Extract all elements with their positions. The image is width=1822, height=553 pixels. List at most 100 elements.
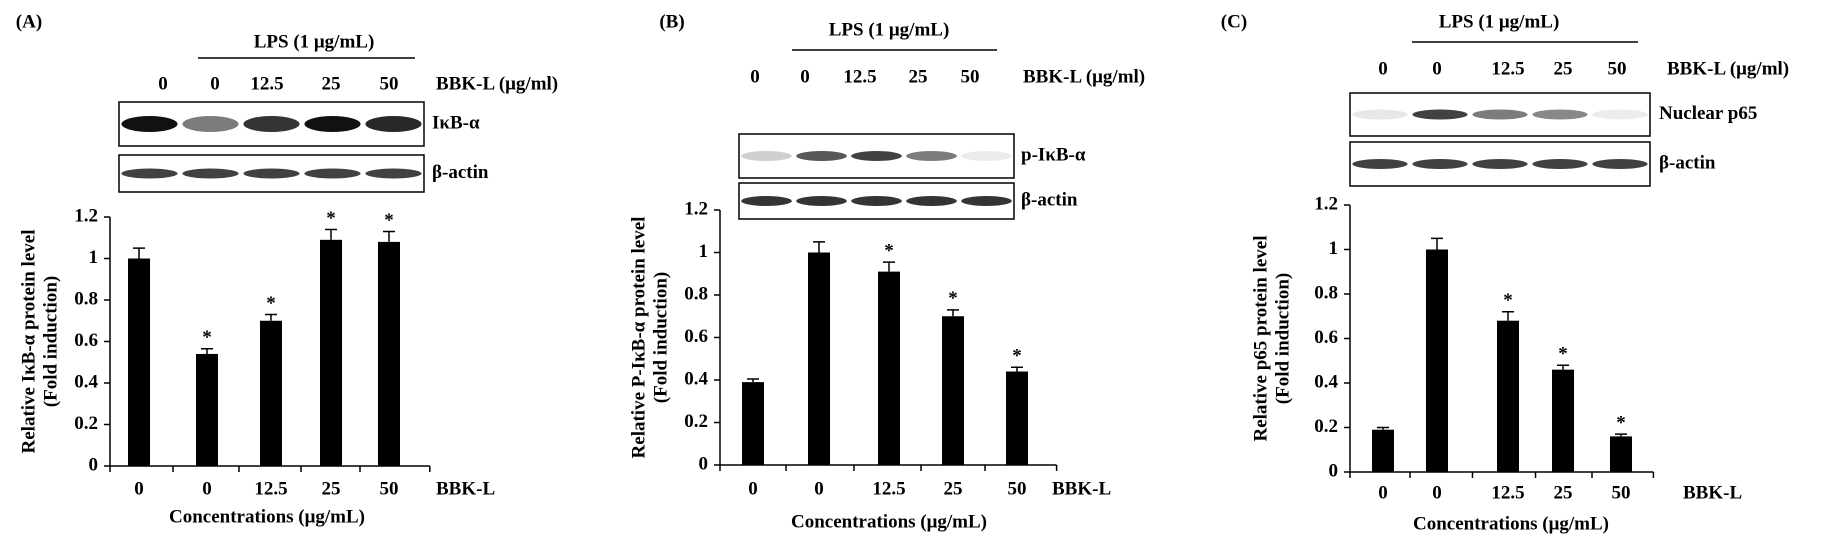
- significance-marker: *: [1503, 290, 1513, 311]
- error-bar: [747, 378, 759, 383]
- blot-band: [1592, 159, 1648, 169]
- blot-row-label: β-actin: [432, 162, 489, 183]
- x-tick-label: 50: [1008, 478, 1027, 499]
- y-tick-label: 0.4: [684, 368, 708, 389]
- blot-row-label: IκB-α: [432, 112, 480, 133]
- dose-label: BBK-L (μg/ml): [1023, 66, 1145, 87]
- x-note: BBK-L: [1052, 478, 1111, 499]
- blot-band: [1472, 109, 1528, 120]
- dose-label: BBK-L (μg/ml): [1667, 58, 1789, 79]
- panel-label: (B): [659, 11, 684, 32]
- blot-band: [365, 168, 422, 179]
- bar: [378, 241, 400, 466]
- bar: [942, 316, 964, 465]
- bar: [1497, 320, 1519, 472]
- panel-label: (A): [16, 11, 42, 32]
- blot-band: [1352, 159, 1408, 169]
- blot-band: [906, 196, 957, 206]
- blot-band: [182, 168, 239, 179]
- lane-label: 0: [1432, 58, 1442, 79]
- lane-label: 25: [322, 73, 341, 94]
- bar: [196, 353, 218, 466]
- significance-marker: *: [266, 293, 276, 314]
- blot-row-label: Nuclear p65: [1659, 103, 1757, 124]
- blot-band: [961, 151, 1012, 161]
- blot-band: [121, 116, 178, 132]
- lane-label: 12.5: [1491, 58, 1524, 79]
- error-bar: [1011, 366, 1023, 372]
- significance-marker: *: [948, 288, 958, 309]
- blot-band: [961, 196, 1012, 206]
- error-bar: [133, 247, 145, 259]
- error-bar: [1557, 364, 1569, 370]
- lane-label: 12.5: [843, 66, 876, 87]
- y-tick-label: 0.4: [74, 371, 98, 392]
- bar: [1006, 371, 1028, 465]
- blot-band: [243, 116, 300, 132]
- lane-label: 12.5: [250, 73, 283, 94]
- y-tick-label: 0.8: [74, 288, 98, 309]
- y-axis-title: (Fold induction): [40, 276, 61, 407]
- x-note: BBK-L: [1683, 482, 1742, 503]
- error-bar: [947, 309, 959, 317]
- y-axis-title: Relative IκB-α protein level: [18, 230, 39, 454]
- dose-label: BBK-L (μg/ml): [436, 73, 558, 94]
- y-tick-label: 1: [699, 241, 709, 262]
- lane-label: 25: [1554, 58, 1573, 79]
- bar: [1610, 436, 1632, 472]
- x-tick-label: 0: [134, 478, 144, 499]
- lane-label: 50: [961, 66, 980, 87]
- error-bar: [1615, 433, 1627, 437]
- significance-marker: *: [202, 327, 212, 348]
- error-bar: [1377, 426, 1389, 430]
- treatment-label: LPS (1 μg/mL): [1439, 11, 1560, 32]
- y-tick-label: 0.2: [74, 413, 98, 434]
- lane-label: 0: [750, 66, 760, 87]
- x-tick-label: 12.5: [872, 478, 905, 499]
- y-axis-title: (Fold induction): [1272, 273, 1293, 404]
- x-tick-label: 0: [1432, 482, 1442, 503]
- blot-band: [1592, 109, 1648, 120]
- error-bar: [813, 241, 825, 253]
- y-tick-label: 0.8: [684, 283, 708, 304]
- bar: [1426, 249, 1448, 472]
- x-axis-title: Concentrations (μg/mL): [1413, 513, 1609, 534]
- panel-label: (C): [1221, 11, 1247, 32]
- blot-band: [182, 116, 239, 132]
- error-bar: [1502, 311, 1514, 321]
- y-tick-label: 0: [1329, 460, 1339, 481]
- y-tick-label: 1: [1329, 238, 1339, 259]
- bar: [808, 252, 830, 465]
- y-tick-label: 0.2: [684, 411, 708, 432]
- blot-band: [1412, 109, 1468, 120]
- x-tick-label: 0: [1378, 482, 1388, 503]
- treatment-label: LPS (1 μg/mL): [254, 31, 375, 52]
- blot-row-label: p-IκB-α: [1021, 144, 1086, 165]
- y-tick-label: 0: [699, 453, 709, 474]
- blot-band: [304, 168, 361, 179]
- x-tick-label: 0: [814, 478, 824, 499]
- significance-marker: *: [1012, 346, 1022, 367]
- blot-band: [1352, 109, 1408, 120]
- blot-band: [851, 151, 902, 161]
- x-tick-label: 50: [1612, 482, 1631, 503]
- y-tick-label: 1.2: [684, 198, 708, 219]
- significance-marker: *: [384, 210, 394, 231]
- x-tick-label: 50: [380, 478, 399, 499]
- x-axis-title: Concentrations (μg/mL): [791, 511, 987, 532]
- error-bar: [325, 228, 337, 240]
- lane-label: 50: [1608, 58, 1627, 79]
- error-bar: [265, 313, 277, 321]
- blot-band: [121, 168, 178, 179]
- bar: [742, 382, 764, 465]
- significance-marker: *: [1616, 413, 1626, 434]
- y-axis-title: Relative P-IκB-α protein level: [628, 217, 649, 459]
- error-bar: [201, 348, 213, 354]
- blot-band: [741, 196, 792, 206]
- blot-band: [741, 151, 792, 161]
- blot-band: [304, 116, 361, 132]
- blot-row-label: β-actin: [1659, 152, 1716, 173]
- x-tick-label: 12.5: [254, 478, 287, 499]
- blot-row-label: β-actin: [1021, 189, 1078, 210]
- bar: [260, 320, 282, 466]
